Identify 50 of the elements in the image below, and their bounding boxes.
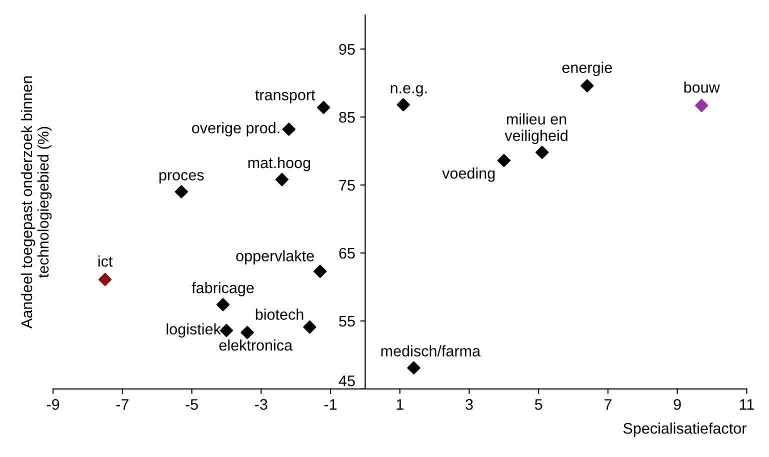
y-tick-label: 45 [338, 376, 355, 386]
x-tick-label: 9 [674, 399, 681, 410]
point [535, 146, 549, 159]
y-tick-label: 95 [339, 44, 355, 55]
series-label: logistiek [166, 323, 221, 338]
x-tick-label: -7 [116, 399, 128, 410]
point [174, 185, 188, 198]
x-tick-label: 7 [604, 399, 612, 410]
point [580, 79, 594, 92]
series-label: proces [159, 172, 204, 184]
x-tick-label: 3 [466, 399, 473, 410]
series-label: oppervlakte [236, 250, 314, 264]
point [316, 100, 330, 114]
series-label: milieu en veiligheid [504, 113, 568, 144]
series-label: voeding [442, 167, 495, 182]
y-axis-title: Aandeel toegepast onderzoek binnen technologiegebied (%) [20, 76, 52, 329]
series-label: medisch/farma [381, 345, 481, 356]
point [240, 326, 254, 340]
point [695, 98, 708, 112]
point [396, 98, 410, 112]
point [314, 264, 327, 278]
x-tick-label: 5 [534, 399, 542, 410]
series-label: mat.hoog [248, 156, 310, 172]
point [407, 361, 420, 374]
point [497, 154, 511, 168]
series-label: elektronica [219, 339, 293, 351]
x-tick-label: -5 [186, 399, 198, 410]
y-tick-label: 55 [339, 316, 355, 327]
y-tick-label: 65 [339, 248, 355, 259]
series-label: ict [98, 256, 113, 267]
x-tick-label: -1 [324, 399, 337, 410]
series-label: transport [255, 90, 316, 104]
series-label: bouw [684, 82, 720, 93]
x-tick-label: 11 [740, 399, 754, 410]
point [275, 172, 289, 186]
x-tick-label: 1 [396, 399, 404, 410]
y-tick-label: 75 [339, 180, 355, 191]
x-axis-title: Specialisatiefactor [623, 422, 746, 437]
series-label: overige prod. [192, 122, 280, 136]
series-label: n.e.g. [390, 85, 427, 96]
series-label: biotech [256, 308, 304, 320]
series-label: fabricage [192, 282, 254, 296]
point [216, 298, 230, 312]
point [303, 320, 316, 334]
y-tick-label: 85 [339, 112, 355, 123]
x-tick-label: -3 [255, 399, 268, 410]
x-tick-label: -9 [46, 399, 60, 410]
point [98, 272, 112, 286]
point [282, 122, 296, 136]
series-label: energie [562, 62, 612, 76]
